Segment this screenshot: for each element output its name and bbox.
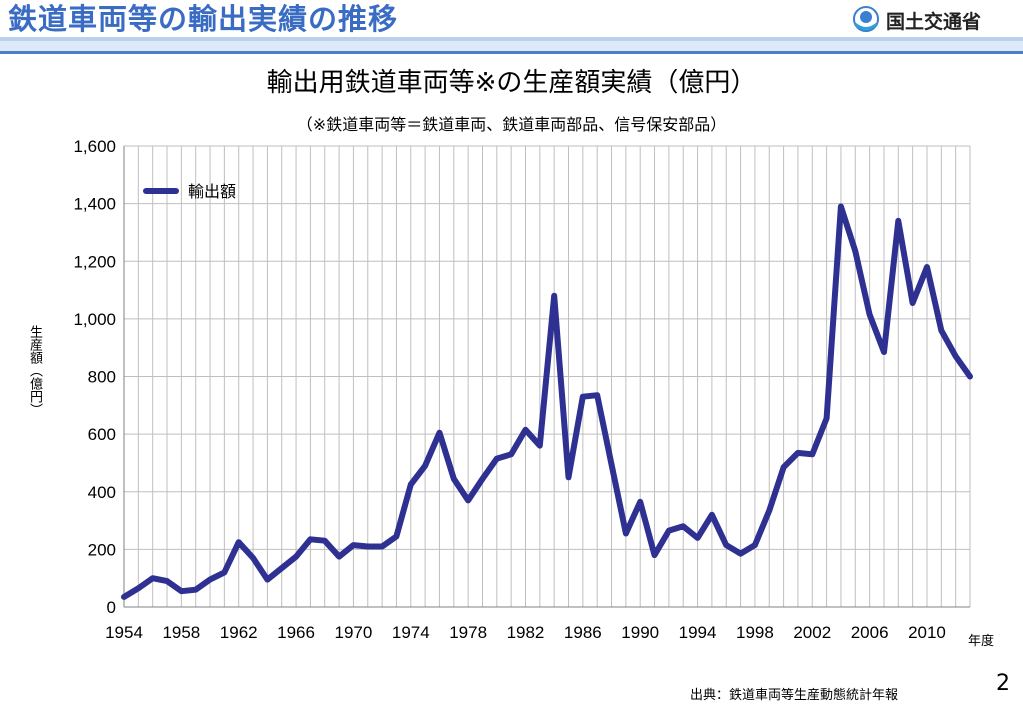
x-tick-label: 1994 <box>679 623 717 642</box>
mlit-logo-icon <box>853 6 879 32</box>
y-tick-label: 400 <box>88 483 116 502</box>
slide-title: 鉄道車両等の輸出実績の推移 <box>8 2 399 36</box>
x-tick-label: 1990 <box>621 623 659 642</box>
x-tick-label: 1982 <box>507 623 545 642</box>
x-tick-label: 1966 <box>277 623 315 642</box>
x-axis-label: 年度 <box>968 634 995 649</box>
x-tick-label: 2002 <box>793 623 831 642</box>
y-axis-label: 生産額（億円） <box>27 325 42 416</box>
x-tick-label: 1998 <box>736 623 774 642</box>
y-tick-label: 1,200 <box>73 252 116 271</box>
x-tick-label: 1974 <box>392 623 430 642</box>
y-tick-label: 1,400 <box>73 195 116 214</box>
y-tick-label: 800 <box>88 368 116 387</box>
x-tick-label: 1954 <box>105 623 143 642</box>
y-tick-label: 1,600 <box>73 137 116 156</box>
chart-subtitle: （※鉄道車両等＝鉄道車両、鉄道車両部品、信号保安部品） <box>296 115 727 134</box>
source-note: 出典：鉄道車両等生産動態統計年報 <box>690 688 899 703</box>
mlit-logo: 国土交通省 <box>852 5 981 35</box>
logo-text: 国土交通省 <box>886 10 982 33</box>
y-tick-label: 600 <box>88 425 116 444</box>
page-number: 2 <box>996 671 1010 696</box>
chart-title: 輸出用鉄道車両等※の生産額実績（億円） <box>266 68 757 98</box>
header-band <box>0 41 1023 51</box>
x-tick-label: 1970 <box>335 623 373 642</box>
series-line-export-value <box>121 203 973 600</box>
y-tick-label: 1,000 <box>73 310 116 329</box>
x-tick-label: 1962 <box>220 623 258 642</box>
header-rule-accent <box>0 51 1023 54</box>
y-tick-label: 200 <box>88 540 116 559</box>
legend-label: 輸出額 <box>188 182 236 201</box>
header-rule <box>0 37 1023 41</box>
x-tick-label: 1978 <box>449 623 487 642</box>
x-tick-label: 1958 <box>162 623 200 642</box>
y-tick-label: 0 <box>107 598 116 617</box>
x-tick-label: 1986 <box>564 623 602 642</box>
x-tick-label: 2010 <box>908 623 946 642</box>
x-tick-label: 2006 <box>851 623 889 642</box>
